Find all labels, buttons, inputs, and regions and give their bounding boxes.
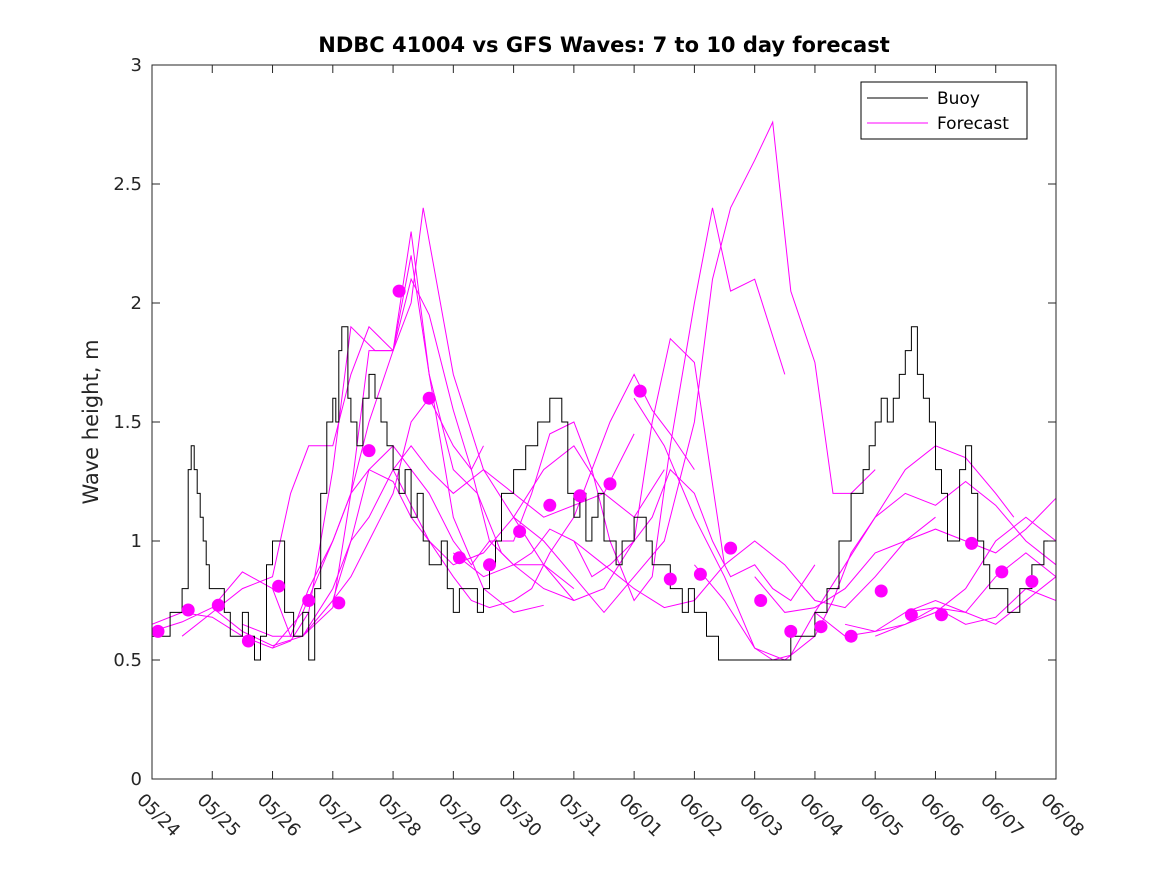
forecast-point <box>332 596 346 610</box>
forecast-point <box>904 608 918 622</box>
forecast-point <box>483 558 496 572</box>
forecast-point <box>241 634 255 648</box>
forecast-point <box>1025 575 1039 588</box>
legend: Buoy Forecast <box>860 81 1028 140</box>
forecast-point <box>272 579 286 593</box>
forecast-point <box>422 391 436 405</box>
legend-label-forecast: Forecast <box>937 114 1009 134</box>
forecast-line-12 <box>573 516 936 609</box>
forecast-point <box>513 525 527 538</box>
forecast-line-3 <box>181 207 575 637</box>
buoy-line <box>152 326 1056 661</box>
forecast-point <box>754 594 768 607</box>
forecast-line-8 <box>332 337 725 601</box>
forecast-line-17 <box>844 552 1056 632</box>
forecast-line-15 <box>754 497 1056 613</box>
forecast-point <box>784 624 798 638</box>
forecast-point <box>724 541 738 555</box>
chart-title: NDBC 41004 vs GFS Waves: 7 to 10 day for… <box>318 33 889 57</box>
forecast-point <box>965 536 979 550</box>
y-tick-label: 2.5 <box>113 174 142 195</box>
legend-label-buoy: Buoy <box>937 89 980 109</box>
forecast-point <box>814 620 828 634</box>
forecast-line-10 <box>452 468 816 602</box>
forecast-point <box>663 572 677 586</box>
forecast-point <box>181 603 195 617</box>
forecast-point <box>603 477 617 491</box>
forecast-line-11 <box>513 120 876 614</box>
forecast-line-4 <box>211 255 544 638</box>
legend-box <box>860 81 1028 140</box>
forecast-point <box>362 444 376 458</box>
y-tick-label: 1.5 <box>113 412 142 433</box>
forecast-line-2 <box>152 277 484 649</box>
series-layer <box>152 120 1056 661</box>
forecast-point <box>573 489 587 503</box>
forecast-point <box>633 384 647 398</box>
forecast-line-5 <box>242 433 635 637</box>
y-tick-label: 2 <box>131 293 142 314</box>
forecast-line-14 <box>694 480 1056 661</box>
forecast-point <box>152 624 165 638</box>
y-tick-label: 3 <box>131 55 142 76</box>
series-clip-group <box>152 120 1056 661</box>
forecast-point <box>211 598 225 612</box>
forecast-point <box>452 551 466 565</box>
y-tick-label: 1 <box>131 531 142 552</box>
forecast-point <box>302 594 316 607</box>
plot-area <box>152 65 1056 779</box>
forecast-point <box>995 565 1009 579</box>
forecast-point <box>543 498 557 512</box>
forecast-point <box>844 629 858 643</box>
forecast-point <box>874 584 888 598</box>
forecast-point <box>693 567 707 581</box>
y-axis-label: Wave height, m <box>79 339 103 504</box>
forecast-point <box>935 608 948 622</box>
forecast-point <box>392 284 406 298</box>
forecast-line-18 <box>875 576 1056 637</box>
forecast-line-19 <box>905 588 1056 625</box>
y-tick-label: 0 <box>131 769 142 790</box>
y-tick-label: 0.5 <box>113 650 142 671</box>
